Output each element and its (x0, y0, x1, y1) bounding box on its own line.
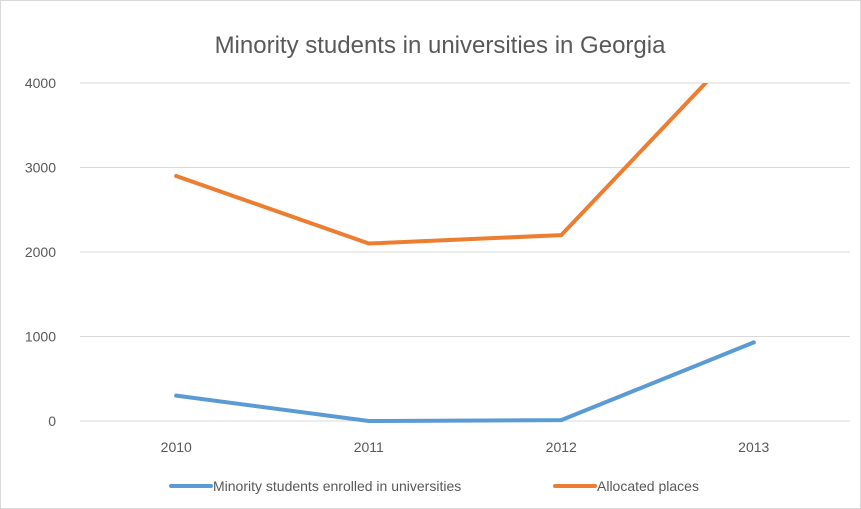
data-point (559, 233, 564, 238)
x-tick-label: 2012 (546, 439, 577, 455)
x-tick-label: 2013 (738, 439, 769, 455)
series-lines (174, 30, 756, 423)
data-point (174, 173, 179, 178)
data-point (174, 393, 179, 398)
x-tick-label: 2011 (354, 439, 384, 455)
y-tick-label: 3000 (25, 160, 56, 176)
y-tick-label: 4000 (25, 75, 56, 91)
series-line-1 (174, 83, 709, 246)
x-axis-ticks: 2010 2011 2012 2013 (161, 439, 770, 455)
data-point (559, 418, 564, 423)
legend-label-1: Allocated places (597, 478, 699, 494)
data-point (752, 30, 756, 34)
data-point (751, 340, 756, 345)
data-point (366, 241, 371, 246)
series-line-0 (174, 340, 756, 423)
grid-lines (80, 82, 850, 422)
legend: Minority students enrolled in universiti… (169, 478, 699, 494)
y-tick-label: 2000 (25, 244, 56, 260)
legend-label-0: Minority students enrolled in universiti… (213, 478, 461, 494)
y-axis-ticks: 0 1000 2000 3000 4000 (25, 75, 56, 429)
y-tick-label: 1000 (25, 329, 56, 345)
data-point (366, 419, 371, 423)
x-tick-label: 2010 (161, 439, 192, 455)
y-tick-label: 0 (48, 413, 56, 429)
chart-title: Minority students in universities in Geo… (215, 32, 667, 59)
